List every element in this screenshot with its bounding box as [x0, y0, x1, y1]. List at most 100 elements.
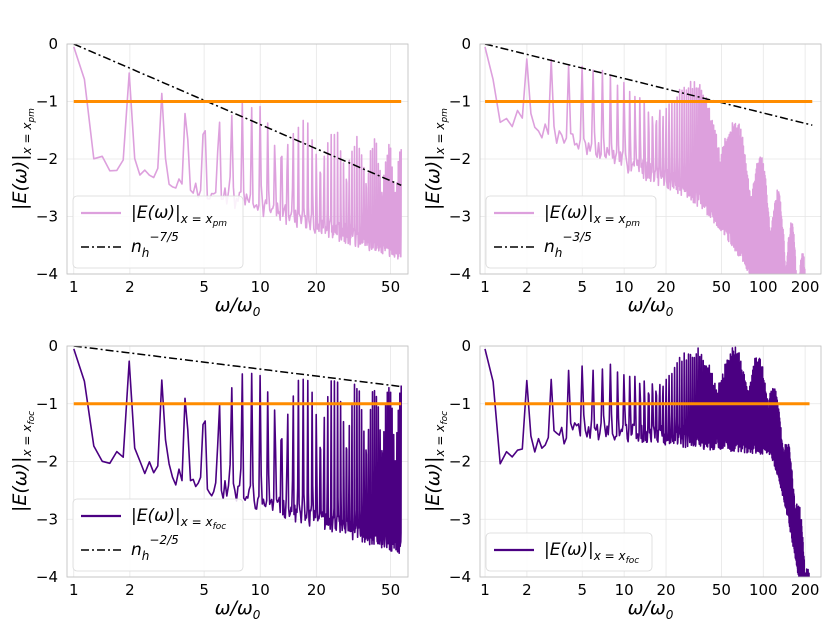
panel-bottom-left: 1 2 5 10 20 500−1−2−3−4ω/ω0|E(ω)|x = xfoc|E(ω… — [9, 337, 409, 622]
series-n_h^-7/5 — [73, 44, 402, 186]
y-axis-label: |E(ω)|x = xfoc — [422, 411, 450, 512]
x-tick-label: 10 — [615, 278, 634, 296]
y-tick-label: −3 — [449, 510, 471, 528]
x-tick-label: 5 — [199, 278, 209, 296]
legend-sup: −3/5 — [562, 230, 591, 244]
legend-entry: |E(ω)|x = xpm — [131, 203, 227, 229]
legend-entry: |E(ω)|x = xfoc — [131, 506, 226, 532]
y-tick-label: −3 — [36, 510, 58, 528]
y-tick-label: −4 — [449, 265, 471, 283]
axes-frame — [66, 345, 409, 578]
legend-entry: nh −7/5 — [131, 230, 179, 260]
x-tick-label: 1 — [480, 278, 490, 296]
x-tick-label: 200 — [791, 581, 820, 599]
legend-entry: nh −3/5 — [544, 230, 592, 260]
y-label-main: |E(ω)| — [422, 154, 444, 210]
legend: |E(ω)|x = xpm nh −7/5 — [72, 195, 244, 269]
y-tick-label: −2 — [449, 150, 471, 168]
axes-frame — [479, 43, 822, 275]
x-axis-label: ω/ω0 — [628, 597, 674, 622]
x-tick-label: 50 — [381, 278, 400, 296]
x-label-sub: 0 — [666, 608, 674, 622]
x-tick-label: 2 — [125, 278, 135, 296]
y-tick-label: 0 — [461, 35, 471, 53]
x-tick-label: 20 — [307, 278, 326, 296]
y-label-subsub: pm — [440, 108, 450, 124]
legend-sup: −7/5 — [149, 230, 178, 244]
plot-area — [484, 44, 813, 274]
y-tick-label: 0 — [461, 337, 471, 355]
x-tick-label: 1 — [69, 581, 79, 599]
legend-entry: nh −2/5 — [131, 533, 179, 563]
legend-sub: x = x — [180, 212, 214, 226]
x-tick-label: 5 — [578, 278, 588, 296]
y-tick-label: 0 — [48, 35, 58, 53]
plot-area — [484, 346, 810, 577]
y-tick-label: −2 — [36, 453, 58, 471]
legend-sub: h — [142, 549, 150, 563]
legend-entry: |E(ω)|x = xfoc — [544, 540, 639, 566]
series-|E(ω)|x = xpm — [484, 46, 806, 274]
x-tick-label: 1 — [69, 278, 79, 296]
y-tick-label: −4 — [36, 568, 58, 586]
legend-main: n — [544, 237, 555, 257]
y-axis-label: |E(ω)|x = xpm — [422, 108, 450, 210]
y-tick-label: 0 — [48, 337, 58, 355]
x-label-main: ω/ω — [215, 294, 253, 316]
x-tick-label: 10 — [251, 581, 270, 599]
x-tick-label: 100 — [749, 278, 778, 296]
axes-frame — [66, 43, 409, 275]
y-label-sub: x = x — [20, 424, 34, 458]
x-tick-label: 20 — [656, 278, 675, 296]
x-tick-label: 10 — [615, 581, 634, 599]
y-label-sub: x = x — [20, 122, 34, 156]
x-label-main: ω/ω — [215, 597, 253, 619]
x-axis-label: ω/ω0 — [215, 597, 261, 622]
panel-top-left: 1 2 5 10 20 500−1−2−3−4ω/ω0|E(ω)|x = xpm|E(ω)… — [9, 35, 409, 319]
legend-main: n — [131, 237, 142, 257]
legend-sub: x = x — [593, 549, 627, 563]
y-label-subsub: pm — [27, 108, 37, 124]
x-tick-label: 50 — [381, 581, 400, 599]
x-tick-label: 2 — [522, 278, 532, 296]
x-label-main: ω/ω — [628, 597, 666, 619]
y-tick-label: −2 — [36, 150, 58, 168]
y-tick-label: −1 — [36, 395, 58, 413]
x-tick-label: 50 — [712, 278, 731, 296]
legend-entry: |E(ω)|x = xpm — [544, 203, 640, 229]
y-label-main: |E(ω)| — [9, 456, 31, 512]
legend-sub: x = x — [593, 212, 627, 226]
x-axis-label: ω/ω0 — [628, 294, 674, 319]
x-tick-label: 20 — [307, 581, 326, 599]
x-tick-label: 50 — [712, 581, 731, 599]
x-tick-label: 20 — [656, 581, 675, 599]
legend: |E(ω)|x = xpm nh −3/5 — [485, 195, 657, 269]
plot-area — [73, 44, 403, 260]
x-tick-label: 100 — [749, 581, 778, 599]
y-axis-label: |E(ω)|x = xpm — [9, 108, 37, 210]
legend: |E(ω)|x = xfoc — [485, 532, 653, 572]
x-tick-label: 200 — [791, 278, 820, 296]
legend-sup: −2/5 — [149, 533, 178, 547]
plot-area — [73, 346, 403, 555]
y-axis-label: |E(ω)|x = xfoc — [9, 411, 37, 512]
x-label-sub: 0 — [666, 305, 674, 319]
y-tick-label: −2 — [449, 453, 471, 471]
y-tick-label: −1 — [449, 395, 471, 413]
x-label-main: ω/ω — [628, 294, 666, 316]
legend-main: |E(ω)| — [544, 203, 594, 223]
series-|E(ω)|x = xfoc — [73, 348, 403, 555]
legend-subsub: pm — [212, 219, 228, 229]
x-tick-label: 5 — [199, 581, 209, 599]
legend-sub: h — [555, 246, 563, 260]
y-label-sub: x = x — [433, 424, 447, 458]
series-n_h^-2/5 — [73, 346, 402, 388]
y-tick-label: −1 — [36, 93, 58, 111]
x-axis-label: ω/ω0 — [215, 294, 261, 319]
axes-frame — [479, 345, 822, 578]
y-label-main: |E(ω)| — [9, 154, 31, 210]
y-tick-label: −3 — [36, 208, 58, 226]
